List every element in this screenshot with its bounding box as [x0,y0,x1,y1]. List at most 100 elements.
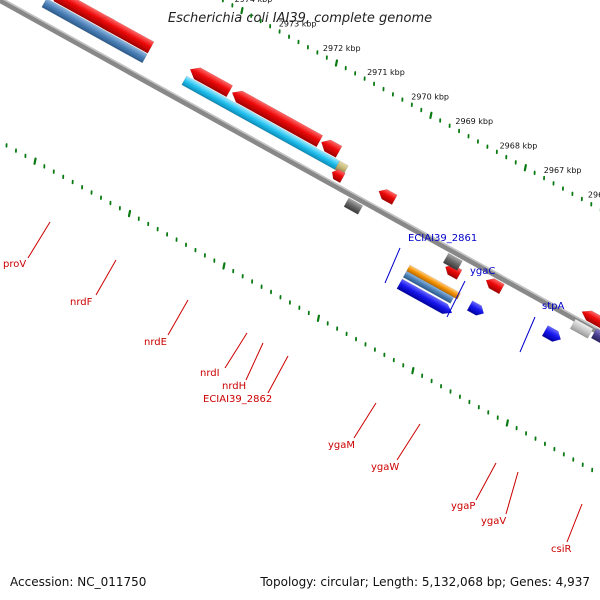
minor-tick [448,123,451,128]
major-tick [222,262,226,270]
label-leader-line [267,355,289,394]
label-leader-line [566,503,583,543]
minor-tick [118,205,121,211]
minor-tick [430,378,433,384]
tick-label: 2973 kbp [279,19,317,28]
gene-label: nrdH [222,381,246,392]
minor-tick [147,221,150,227]
minor-tick [440,384,442,389]
minor-tick [288,300,291,305]
minor-tick [421,373,424,379]
minor-tick [515,425,518,431]
minor-tick [326,321,329,326]
gene-feature [485,278,505,295]
gene-feature [466,300,485,316]
minor-tick [591,467,594,473]
sequence-axis-frame [0,0,600,473]
minor-tick [495,149,498,155]
gene-label: ygaC [470,266,495,277]
minor-tick [590,202,593,207]
minor-tick [392,357,395,363]
gene-label: nrdE [144,337,167,348]
tick-label: 2969 kbp [455,117,493,126]
minor-tick [278,29,281,34]
minor-tick [90,190,93,195]
minor-tick [241,274,244,279]
label-leader-line [396,423,421,461]
gene-label: ygaP [451,501,475,512]
label-leader-line [446,280,466,318]
minor-tick [231,3,234,8]
minor-tick [336,326,339,331]
minor-tick [213,258,216,263]
minor-tick [298,305,301,310]
major-tick [429,111,433,120]
gene-feature [49,0,115,32]
gene-feature [231,90,324,148]
minor-tick [325,55,328,60]
minor-tick [580,196,583,202]
minor-tick [355,336,357,342]
minor-tick [420,107,423,113]
gene-feature [541,325,562,342]
backbone-line [0,0,600,386]
gene-feature [581,310,600,330]
gene-feature [590,328,600,352]
minor-tick [345,331,348,337]
minor-tick [562,452,565,457]
minor-tick [458,128,461,134]
minor-tick [43,164,46,169]
minor-tick [221,0,224,3]
minor-tick [552,181,555,186]
gene-label: stpA [542,301,564,312]
tick-label: 2968 kbp [500,142,538,151]
minor-tick [232,268,235,274]
minor-tick [166,232,169,237]
minor-tick [505,154,508,160]
minor-tick [496,415,499,420]
minor-tick [71,179,74,185]
accession-text: Accession: NC_011750 [10,575,146,589]
minor-tick [100,195,102,200]
label-leader-line [167,299,189,336]
tick-label: 2967 kbp [544,166,582,175]
minor-tick [194,247,197,253]
minor-tick [260,284,263,290]
minor-tick [251,279,254,284]
minor-tick [391,92,394,97]
gene-feature [98,16,155,54]
minor-tick [354,71,357,76]
gene-label: ygaV [481,516,506,527]
major-tick [127,209,132,218]
minor-tick [185,242,187,248]
minor-tick [383,352,386,358]
tick-label: 2971 kbp [367,68,405,77]
minor-tick [468,399,471,405]
gene-feature [406,264,462,300]
gene-feature [442,252,463,271]
minor-tick [525,431,528,436]
minor-tick [62,174,65,180]
minor-tick [316,50,319,55]
minor-tick [572,457,575,462]
gene-label: ygaM [328,440,355,451]
gene-feature [396,278,453,315]
minor-tick [5,143,8,148]
gene-feature [343,197,364,215]
label-leader-line [384,247,401,284]
minor-tick [487,410,490,415]
label-leader-line [519,316,536,353]
minor-tick [259,18,262,24]
gene-label: csiR [551,544,571,555]
minor-tick [306,44,309,50]
minor-tick [439,118,442,123]
minor-tick [571,191,574,197]
minor-tick [373,81,376,87]
gene-feature [331,169,346,184]
minor-tick [109,200,112,206]
minor-tick [279,294,282,300]
label-leader-line [224,332,248,369]
gene-label: nrdI [200,368,220,379]
